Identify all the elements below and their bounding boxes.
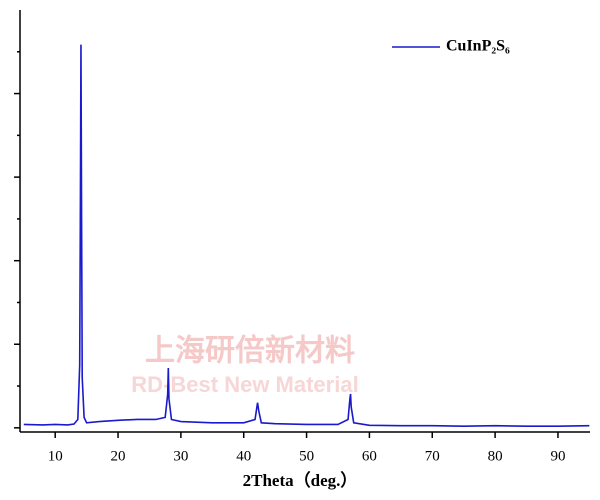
x-tick-label: 10: [48, 448, 63, 464]
x-tick-label: 40: [236, 448, 251, 464]
x-axis-label: 2Theta（deg.）: [243, 470, 358, 490]
data-line: [23, 44, 590, 427]
x-tick-label: 30: [173, 448, 188, 464]
x-tick-label: 60: [362, 448, 377, 464]
x-tick-label: 80: [488, 448, 503, 464]
x-tick-label: 20: [111, 448, 126, 464]
x-tick-label: 70: [425, 448, 440, 464]
watermark: 上海研倍新材料: [145, 334, 355, 369]
legend-label: CuInP₂S₆: [446, 38, 510, 55]
watermark: RD-Best New Material: [131, 372, 358, 397]
x-tick-label: 50: [299, 448, 314, 464]
x-tick-label: 90: [550, 448, 565, 464]
